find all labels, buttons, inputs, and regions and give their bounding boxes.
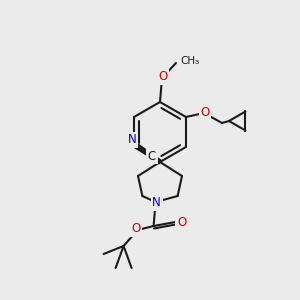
Text: O: O [131, 223, 140, 236]
Text: N: N [128, 134, 136, 146]
Text: O: O [177, 215, 186, 229]
Text: C: C [148, 149, 156, 163]
Text: O: O [200, 106, 210, 118]
Text: CH₃: CH₃ [180, 56, 199, 66]
Text: N: N [152, 196, 161, 209]
Text: O: O [158, 70, 168, 83]
